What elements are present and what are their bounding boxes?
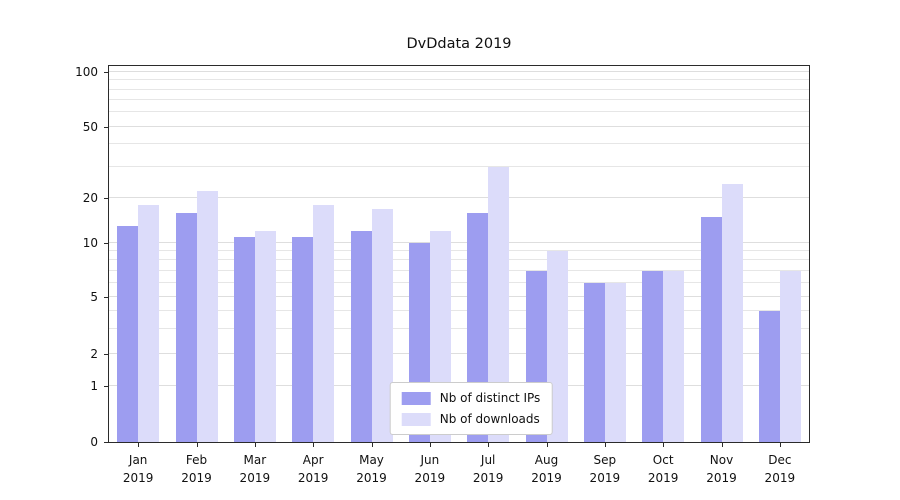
gridline bbox=[109, 165, 809, 167]
x-tick-label: Apr 2019 bbox=[297, 453, 329, 485]
x-tick-label: Jul 2019 bbox=[472, 453, 504, 485]
gridline bbox=[109, 353, 809, 355]
gridline bbox=[109, 281, 809, 283]
y-tick-mark bbox=[104, 296, 108, 298]
legend-swatch-distinct-ips bbox=[401, 391, 431, 405]
x-tick-label: May 2019 bbox=[356, 453, 387, 485]
x-tick-label: Nov 2019 bbox=[706, 453, 737, 485]
bar-nb-of-downloads-3 bbox=[254, 231, 276, 442]
x-tick-label: Oct 2019 bbox=[647, 453, 679, 485]
y-tick-mark bbox=[104, 72, 108, 74]
gridline bbox=[109, 295, 809, 297]
legend-item-downloads: Nb of downloads bbox=[401, 412, 541, 426]
x-tick-label: Aug 2019 bbox=[531, 453, 562, 485]
gridline bbox=[109, 99, 809, 101]
bar-nb-of-distinct-ips-2 bbox=[175, 212, 197, 442]
y-tick-label: 10 bbox=[82, 236, 98, 251]
x-tick-label: Feb 2019 bbox=[181, 453, 212, 485]
y-tick-mark bbox=[104, 198, 108, 200]
y-tick-label: 2 bbox=[90, 347, 98, 362]
gridline bbox=[109, 79, 809, 81]
gridline bbox=[109, 242, 809, 244]
gridline bbox=[109, 327, 809, 329]
bar-nb-of-distinct-ips-5 bbox=[350, 231, 372, 442]
plot-area: Nb of distinct IPs Nb of downloads bbox=[108, 65, 810, 443]
gridline bbox=[109, 143, 809, 145]
x-tick-mark bbox=[721, 443, 723, 447]
x-tick-mark bbox=[313, 443, 315, 447]
legend-label-downloads: Nb of downloads bbox=[439, 412, 540, 426]
bar-nb-of-distinct-ips-1 bbox=[117, 226, 139, 442]
x-tick-mark bbox=[663, 443, 665, 447]
bar-nb-of-downloads-4 bbox=[313, 205, 335, 442]
y-tick-label: 1 bbox=[90, 379, 98, 394]
x-tick-mark bbox=[254, 443, 256, 447]
gridline bbox=[109, 197, 809, 199]
y-tick-mark bbox=[104, 243, 108, 245]
bar-nb-of-downloads-9 bbox=[604, 282, 626, 442]
legend-item-distinct-ips: Nb of distinct IPs bbox=[401, 391, 541, 405]
bar-nb-of-distinct-ips-12 bbox=[758, 310, 780, 442]
x-tick-mark bbox=[196, 443, 198, 447]
x-tick-mark bbox=[779, 443, 781, 447]
y-tick-label: 100 bbox=[75, 65, 98, 80]
x-tick-label: Sep 2019 bbox=[589, 453, 621, 485]
bar-nb-of-downloads-12 bbox=[779, 270, 801, 442]
gridline bbox=[109, 309, 809, 311]
gridline bbox=[109, 259, 809, 261]
y-tick-mark bbox=[104, 354, 108, 356]
gridline bbox=[109, 71, 809, 73]
legend: Nb of distinct IPs Nb of downloads bbox=[389, 382, 553, 435]
x-tick-label: Jun 2019 bbox=[414, 453, 446, 485]
y-tick-mark bbox=[104, 386, 108, 388]
gridline bbox=[109, 125, 809, 127]
gridline bbox=[109, 250, 809, 252]
bar-nb-of-downloads-10 bbox=[663, 270, 685, 442]
x-tick-mark bbox=[429, 443, 431, 447]
x-tick-label: Dec 2019 bbox=[764, 453, 796, 485]
bar-nb-of-distinct-ips-10 bbox=[642, 270, 664, 442]
gridline bbox=[109, 111, 809, 113]
bar-nb-of-downloads-5 bbox=[371, 208, 393, 442]
x-tick-mark bbox=[604, 443, 606, 447]
y-tick-label: 0 bbox=[90, 435, 98, 449]
bar-nb-of-distinct-ips-9 bbox=[583, 282, 605, 442]
bar-nb-of-downloads-7 bbox=[488, 166, 510, 442]
x-tick-label: Jan 2019 bbox=[122, 453, 154, 485]
gridline bbox=[109, 88, 809, 90]
y-tick-mark bbox=[104, 442, 108, 443]
x-tick-mark bbox=[546, 443, 548, 447]
x-tick-label: Mar 2019 bbox=[239, 453, 271, 485]
x-tick-mark bbox=[488, 443, 490, 447]
bar-nb-of-distinct-ips-11 bbox=[700, 216, 722, 442]
bar-nb-of-downloads-2 bbox=[196, 190, 218, 442]
x-tick-mark bbox=[138, 443, 140, 447]
y-tick-label: 20 bbox=[82, 191, 98, 206]
chart-title: DvDdata 2019 bbox=[406, 36, 512, 52]
y-tick-label: 5 bbox=[90, 289, 98, 304]
legend-swatch-downloads bbox=[401, 412, 431, 426]
x-tick-mark bbox=[371, 443, 373, 447]
bar-nb-of-distinct-ips-3 bbox=[233, 236, 255, 442]
bar-nb-of-downloads-1 bbox=[138, 205, 160, 442]
legend-label-distinct-ips: Nb of distinct IPs bbox=[439, 391, 541, 405]
bar-nb-of-downloads-11 bbox=[721, 184, 743, 442]
y-tick-mark bbox=[104, 126, 108, 128]
y-tick-label: 50 bbox=[82, 119, 98, 134]
gridline bbox=[109, 269, 809, 271]
bar-nb-of-distinct-ips-4 bbox=[292, 236, 314, 442]
